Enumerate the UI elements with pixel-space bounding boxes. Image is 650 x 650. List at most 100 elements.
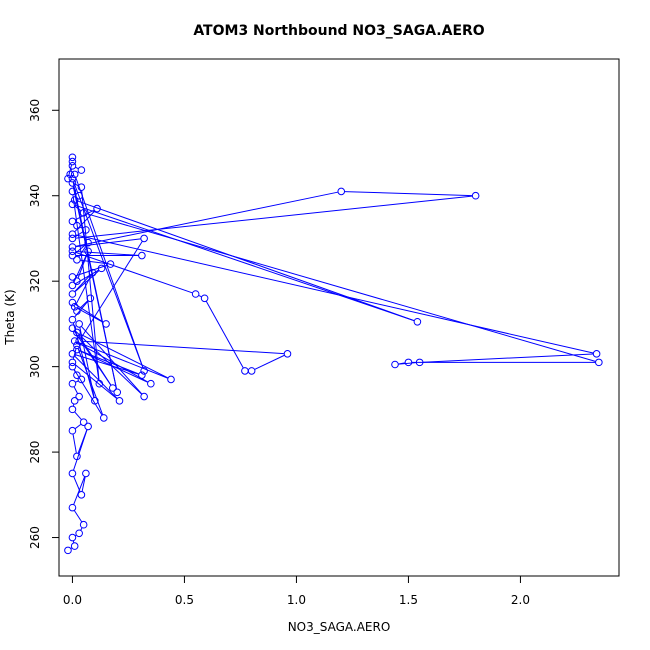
data-point [404,358,413,367]
y-tick-label: 320 [28,270,42,293]
data-point [75,529,83,538]
data-point [97,264,106,273]
series-line-segment [74,330,142,395]
data-point [391,360,399,369]
series-line-segment [254,354,285,370]
data-point [471,191,480,200]
data-point [140,392,148,401]
series-line-segment [68,164,73,176]
series-line-segment [86,213,596,362]
chart-title: ATOM3 Northbound NO3_SAGA.AERO [193,23,484,39]
series-line-segment [75,191,338,247]
data-point [84,238,92,247]
series-line-segment [205,301,244,369]
data-point [68,230,77,238]
data-point [70,196,79,204]
data-point [68,247,77,256]
y-tick-label: 360 [28,99,42,122]
data-point [100,414,108,422]
data-point [113,388,122,397]
data-point [68,157,77,166]
y-tick-label: 280 [28,441,42,464]
data-point [91,397,99,405]
series-line-segment [81,326,143,395]
data-point [79,418,88,426]
data-point [88,268,97,277]
data-point [68,298,77,307]
series-line-segment [75,195,473,239]
data-point [68,251,77,260]
data-point [70,397,79,405]
data-point [84,247,92,256]
data-point [68,234,77,243]
data-point [106,260,115,268]
data-point [73,328,81,337]
series-line-segment [76,250,139,256]
data-point [68,174,77,183]
data-point [73,371,81,379]
data-point [167,375,175,384]
data-point [73,452,81,461]
data-point [82,226,90,234]
data-point [68,350,77,358]
x-tick-label: 0.5 [175,593,194,607]
series-line-segment [198,295,202,298]
y-tick-label: 260 [28,526,42,549]
data-point [68,162,77,170]
data-point [95,379,104,388]
data-point [66,170,74,179]
series-line-segment [73,305,76,309]
series-line-segment [74,411,82,420]
data-point [68,503,77,512]
data-point [68,362,77,371]
series-line-segment [80,241,143,339]
data-point [64,174,72,183]
data-point [592,350,601,358]
series-line-segment [75,204,415,322]
data-point [73,341,81,350]
series-line-segment [77,342,148,383]
data-point [68,405,77,414]
series-line-segment [80,527,83,531]
series-line-segment [74,423,82,429]
data-point [115,397,124,405]
data-point [200,294,209,303]
series-line-segment [77,429,88,454]
data-point [79,209,88,217]
data-point [79,520,88,529]
x-tick-label: 2.0 [511,593,530,607]
series-line-segment [75,251,193,294]
series-layer [64,153,603,555]
series-line-segment [72,182,117,389]
series-line-segment [73,510,83,522]
data-point [415,358,424,367]
data-point [140,234,148,243]
data-point [283,350,292,358]
data-point [84,422,92,431]
series-line-segment [80,259,108,265]
series-line-segment [74,364,118,399]
data-point [70,337,79,345]
data-point [413,317,422,326]
data-point [77,183,86,191]
data-point [68,153,77,162]
data-point [68,281,77,290]
data-point [595,358,603,367]
series-line-segment [398,362,405,365]
data-point [68,179,77,187]
data-point [108,384,117,392]
data-point [73,256,81,264]
data-point [68,290,77,298]
data-point [191,290,200,298]
data-point [68,426,77,435]
data-point [68,273,77,281]
series-line-segment [74,356,118,399]
series-line-segment [75,209,95,221]
x-tick-label: 0.0 [63,593,82,607]
x-axis-label: NO3_SAGA.AERO [288,620,391,634]
series-line-segment [75,166,79,169]
data-point [68,358,77,367]
series-line-segment [82,340,284,355]
y-tick-label: 340 [28,184,42,207]
